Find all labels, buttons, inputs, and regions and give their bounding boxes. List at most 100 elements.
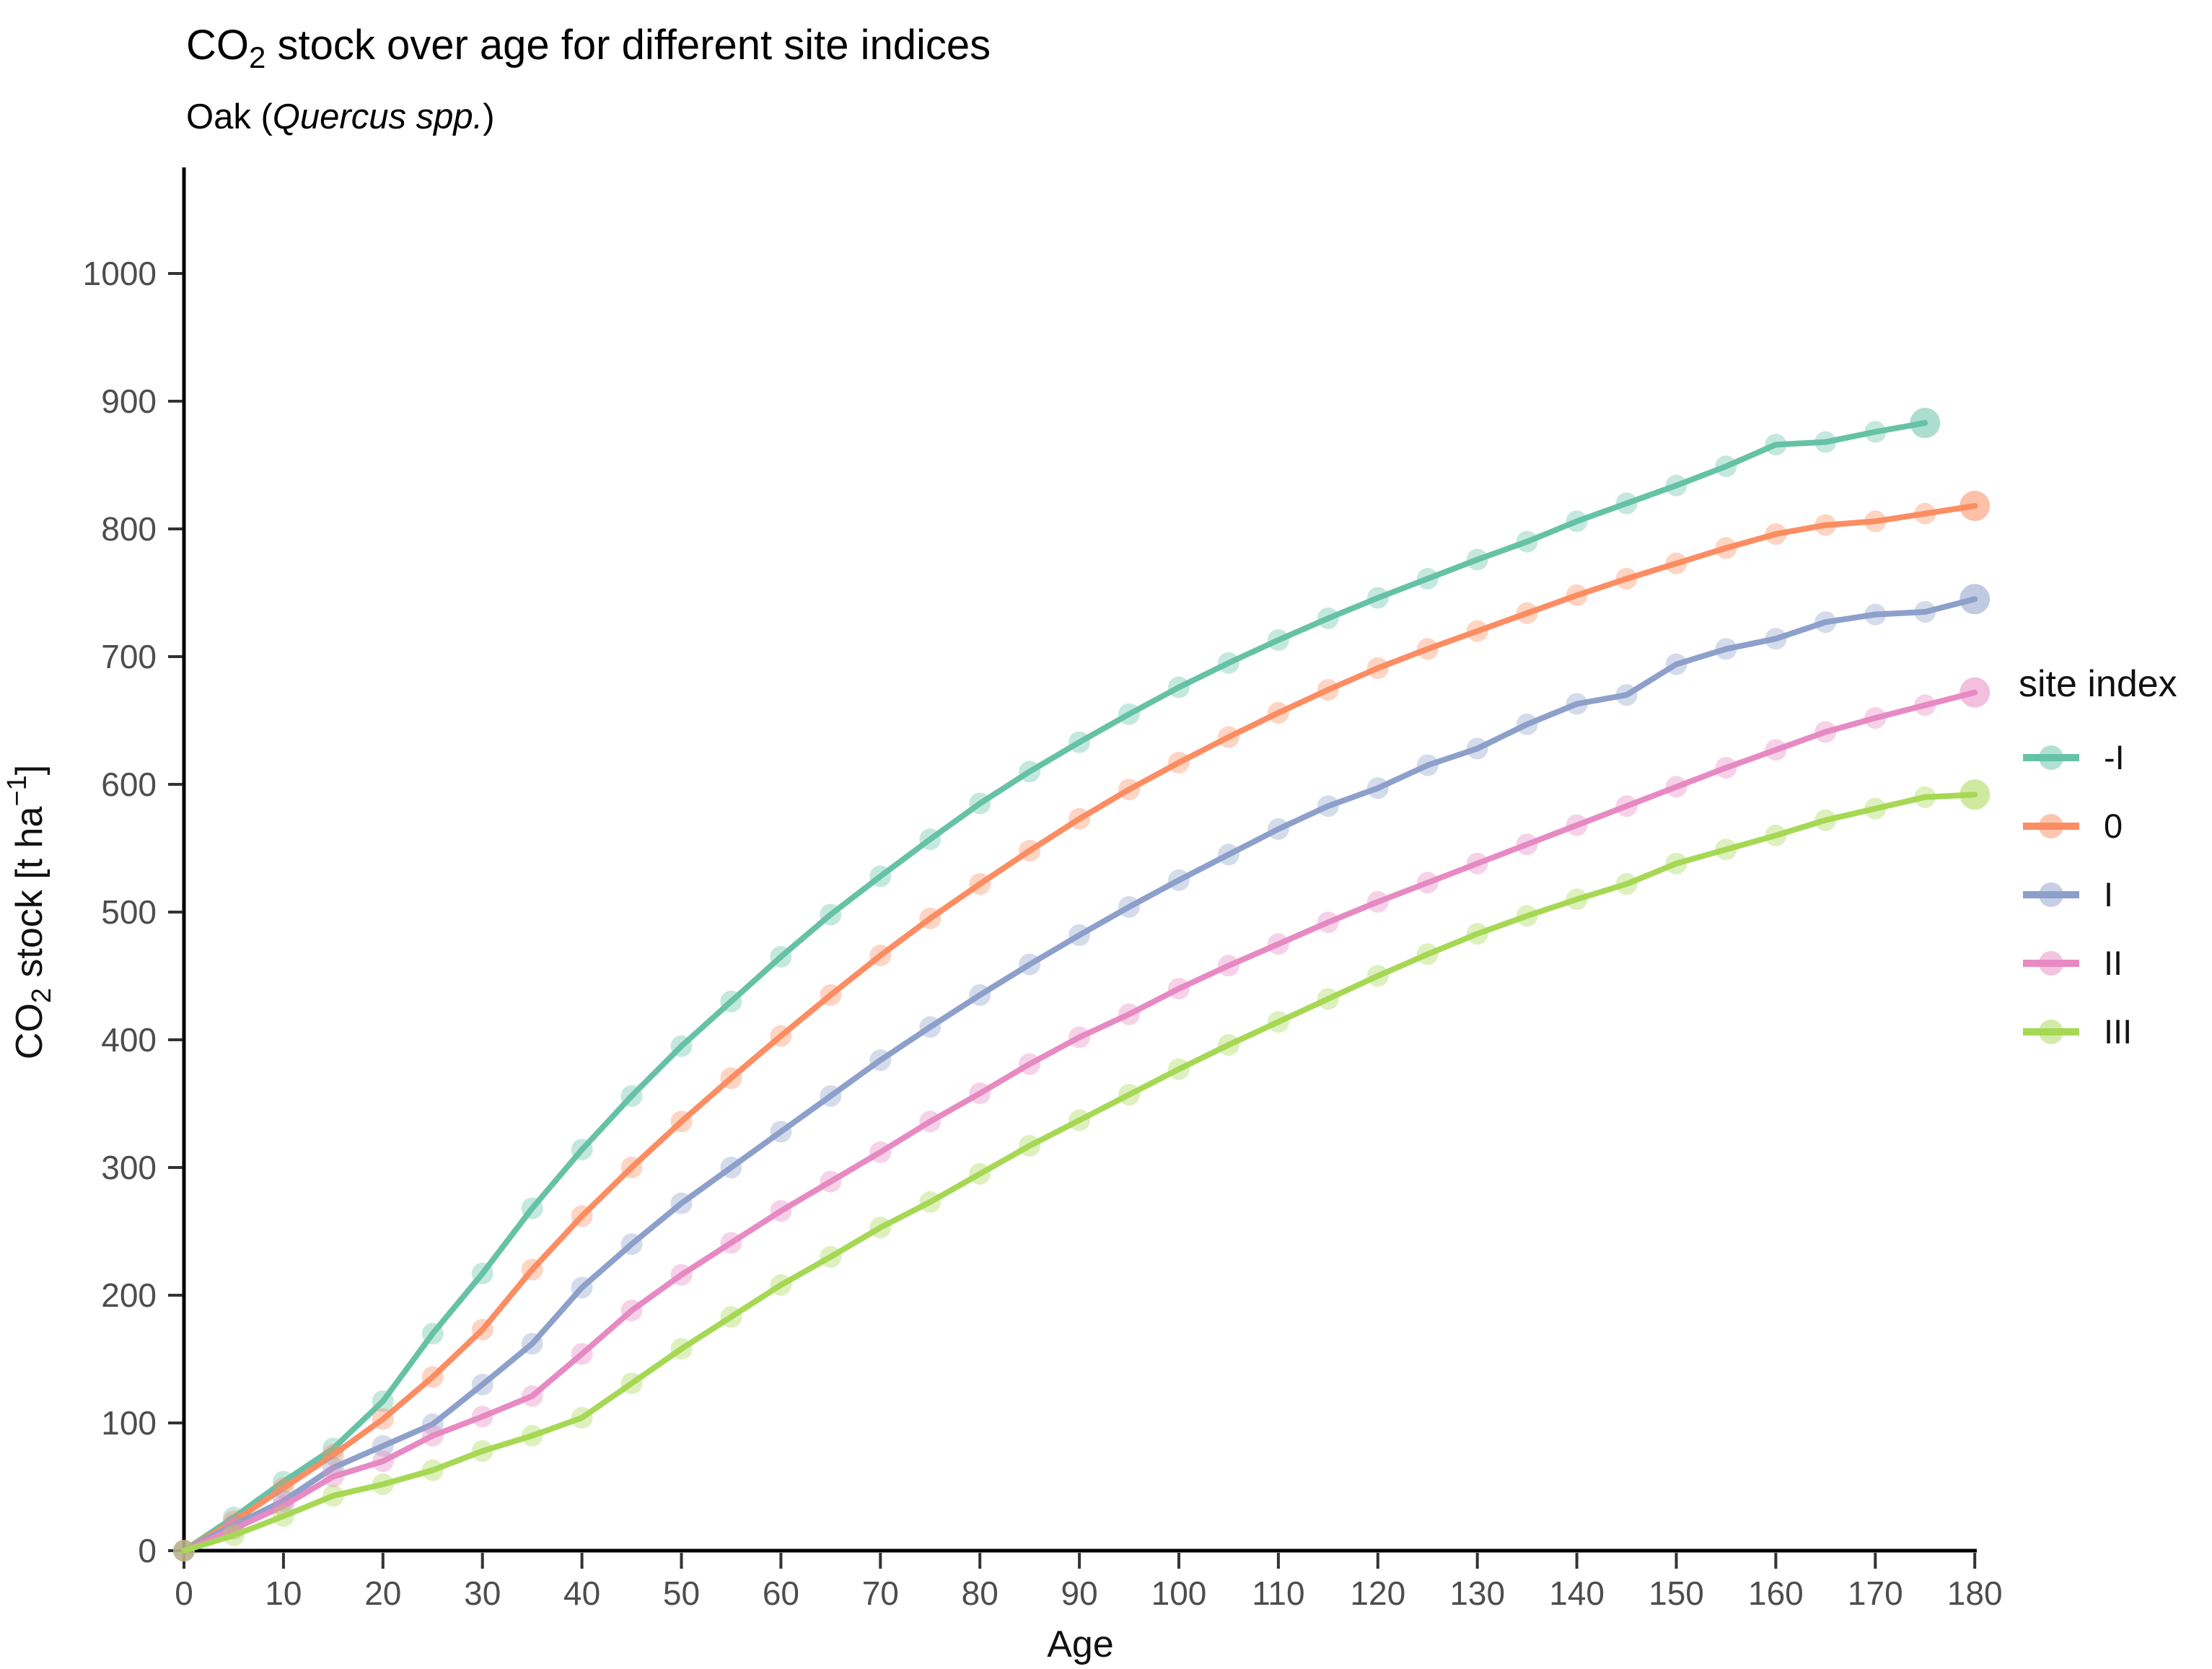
data-point-marker <box>1910 408 1941 439</box>
data-point-marker <box>1019 840 1041 862</box>
data-point-marker <box>1466 852 1488 875</box>
data-point-marker <box>1366 890 1389 913</box>
y-axis-tick-label: 100 <box>101 1404 157 1442</box>
x-axis-tick-label: 60 <box>763 1574 799 1612</box>
data-point-marker <box>869 1141 892 1163</box>
x-axis-tick-label: 10 <box>265 1574 302 1612</box>
data-point-marker <box>1267 1011 1289 1033</box>
data-point-marker <box>1715 455 1737 478</box>
data-point-marker <box>1516 905 1538 927</box>
legend-key-dot <box>2039 882 2063 907</box>
data-point-marker <box>1814 514 1837 536</box>
data-point-marker <box>1366 587 1389 609</box>
data-point-marker <box>1217 955 1239 977</box>
data-point-marker <box>1765 739 1787 761</box>
series-line--I <box>181 420 1928 1554</box>
data-point-marker <box>571 1139 593 1161</box>
data-point-marker <box>620 1300 643 1322</box>
series-line-0 <box>181 503 1978 1554</box>
data-point-marker <box>1168 751 1190 774</box>
x-axis-tick-label: 170 <box>1848 1574 1903 1612</box>
data-point-marker <box>919 1111 942 1133</box>
legend-item-label: 0 <box>2104 807 2123 845</box>
data-point-marker <box>471 1406 493 1428</box>
data-point-marker <box>770 1025 792 1047</box>
data-point-marker <box>969 984 991 1006</box>
data-point-marker <box>670 1192 693 1214</box>
legend-key-dot <box>2039 1020 2063 1044</box>
data-point-marker <box>620 1085 643 1107</box>
data-point-marker <box>1566 584 1588 606</box>
y-axis-tick-label: 1000 <box>83 255 157 292</box>
data-point-marker <box>1416 568 1439 590</box>
data-point-marker <box>1566 510 1588 533</box>
data-point-marker <box>770 946 792 968</box>
data-point-marker <box>322 1484 344 1507</box>
data-point-marker <box>521 1424 543 1447</box>
x-axis-tick-label: 30 <box>464 1574 501 1612</box>
data-point-marker <box>372 1450 394 1473</box>
data-point-marker <box>1068 807 1091 830</box>
data-point-marker <box>1959 584 1991 615</box>
x-axis-tick-label: 100 <box>1151 1574 1207 1612</box>
series-line-II <box>181 689 1978 1554</box>
legend-item-label: I <box>2104 875 2113 914</box>
data-point-marker <box>1715 537 1737 559</box>
data-point-marker <box>919 1016 942 1038</box>
data-point-marker <box>471 1373 493 1396</box>
data-point-marker <box>1516 602 1538 624</box>
y-axis-title: CO2 stock [t ha−1] <box>2 765 57 1059</box>
data-point-marker <box>820 1085 842 1107</box>
data-point-marker <box>720 1306 742 1328</box>
data-point-marker <box>322 1444 344 1466</box>
y-axis-tick-label: 300 <box>101 1149 157 1186</box>
data-point-marker <box>1566 693 1588 715</box>
y-axis-tick-label: 900 <box>101 382 157 420</box>
series-line-III <box>181 792 1978 1554</box>
data-point-marker <box>620 1157 643 1178</box>
data-point-marker <box>720 1232 742 1254</box>
data-point-marker <box>1566 814 1588 836</box>
data-point-marker <box>1715 838 1737 861</box>
data-point-marker <box>1765 824 1787 846</box>
data-point-marker <box>820 984 842 1006</box>
data-point-marker <box>1168 869 1190 891</box>
data-point-marker <box>1864 510 1887 533</box>
data-point-marker <box>969 1082 991 1105</box>
data-point-marker <box>1516 713 1538 735</box>
x-axis-tick-label: 20 <box>364 1574 401 1612</box>
data-point-marker <box>670 1338 693 1360</box>
x-axis-tick-label: 120 <box>1350 1574 1405 1612</box>
data-point-marker <box>1864 707 1887 729</box>
data-point-marker <box>1068 731 1091 753</box>
x-axis-tick-label: 0 <box>175 1574 193 1612</box>
legend-item-label: II <box>2104 944 2123 982</box>
data-point-marker <box>869 865 892 888</box>
data-point-marker <box>1765 523 1787 546</box>
data-point-marker <box>1715 757 1737 779</box>
data-point-marker <box>1267 933 1289 955</box>
data-point-marker <box>521 1385 543 1407</box>
data-point-marker <box>670 1035 693 1057</box>
data-point-marker <box>1466 737 1488 760</box>
data-point-marker <box>571 1205 593 1227</box>
data-point-marker <box>1814 431 1837 453</box>
data-point-marker <box>1416 872 1439 894</box>
data-point-marker <box>421 1323 444 1345</box>
data-point-marker <box>1665 776 1687 798</box>
y-axis-tick-label: 400 <box>101 1021 157 1059</box>
data-point-marker <box>1317 911 1339 934</box>
data-point-marker <box>720 1157 742 1178</box>
data-point-marker <box>471 1318 493 1341</box>
data-point-marker <box>421 1459 444 1481</box>
data-point-marker <box>1959 779 1991 810</box>
data-point-marker <box>1516 833 1538 856</box>
data-point-marker <box>1168 978 1190 1000</box>
data-point-marker <box>1914 694 1936 717</box>
data-point-marker <box>372 1390 394 1412</box>
data-point-marker <box>1466 548 1488 571</box>
data-point-marker <box>1615 684 1638 706</box>
data-point-marker <box>272 1477 294 1499</box>
legend-key-dot <box>2039 951 2063 976</box>
